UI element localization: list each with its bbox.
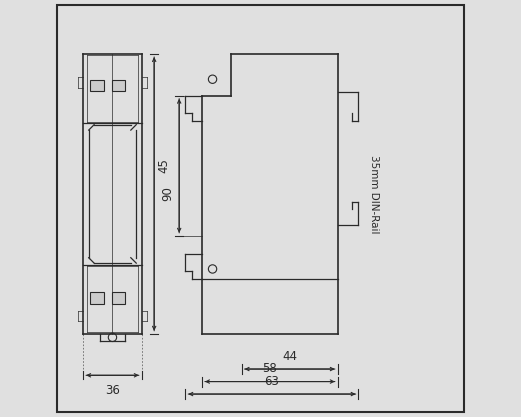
Text: 58: 58 [263, 362, 277, 375]
Text: 35mm DIN-Rail: 35mm DIN-Rail [369, 155, 379, 233]
Bar [111, 80, 126, 91]
Bar [111, 292, 126, 304]
Text: 36: 36 [105, 384, 120, 397]
FancyBboxPatch shape [57, 5, 464, 412]
Bar [90, 80, 104, 91]
Text: 63: 63 [265, 375, 279, 388]
Text: 45: 45 [157, 158, 170, 173]
Text: 90: 90 [162, 186, 175, 201]
Bar [90, 292, 104, 304]
Text: 44: 44 [282, 350, 297, 363]
